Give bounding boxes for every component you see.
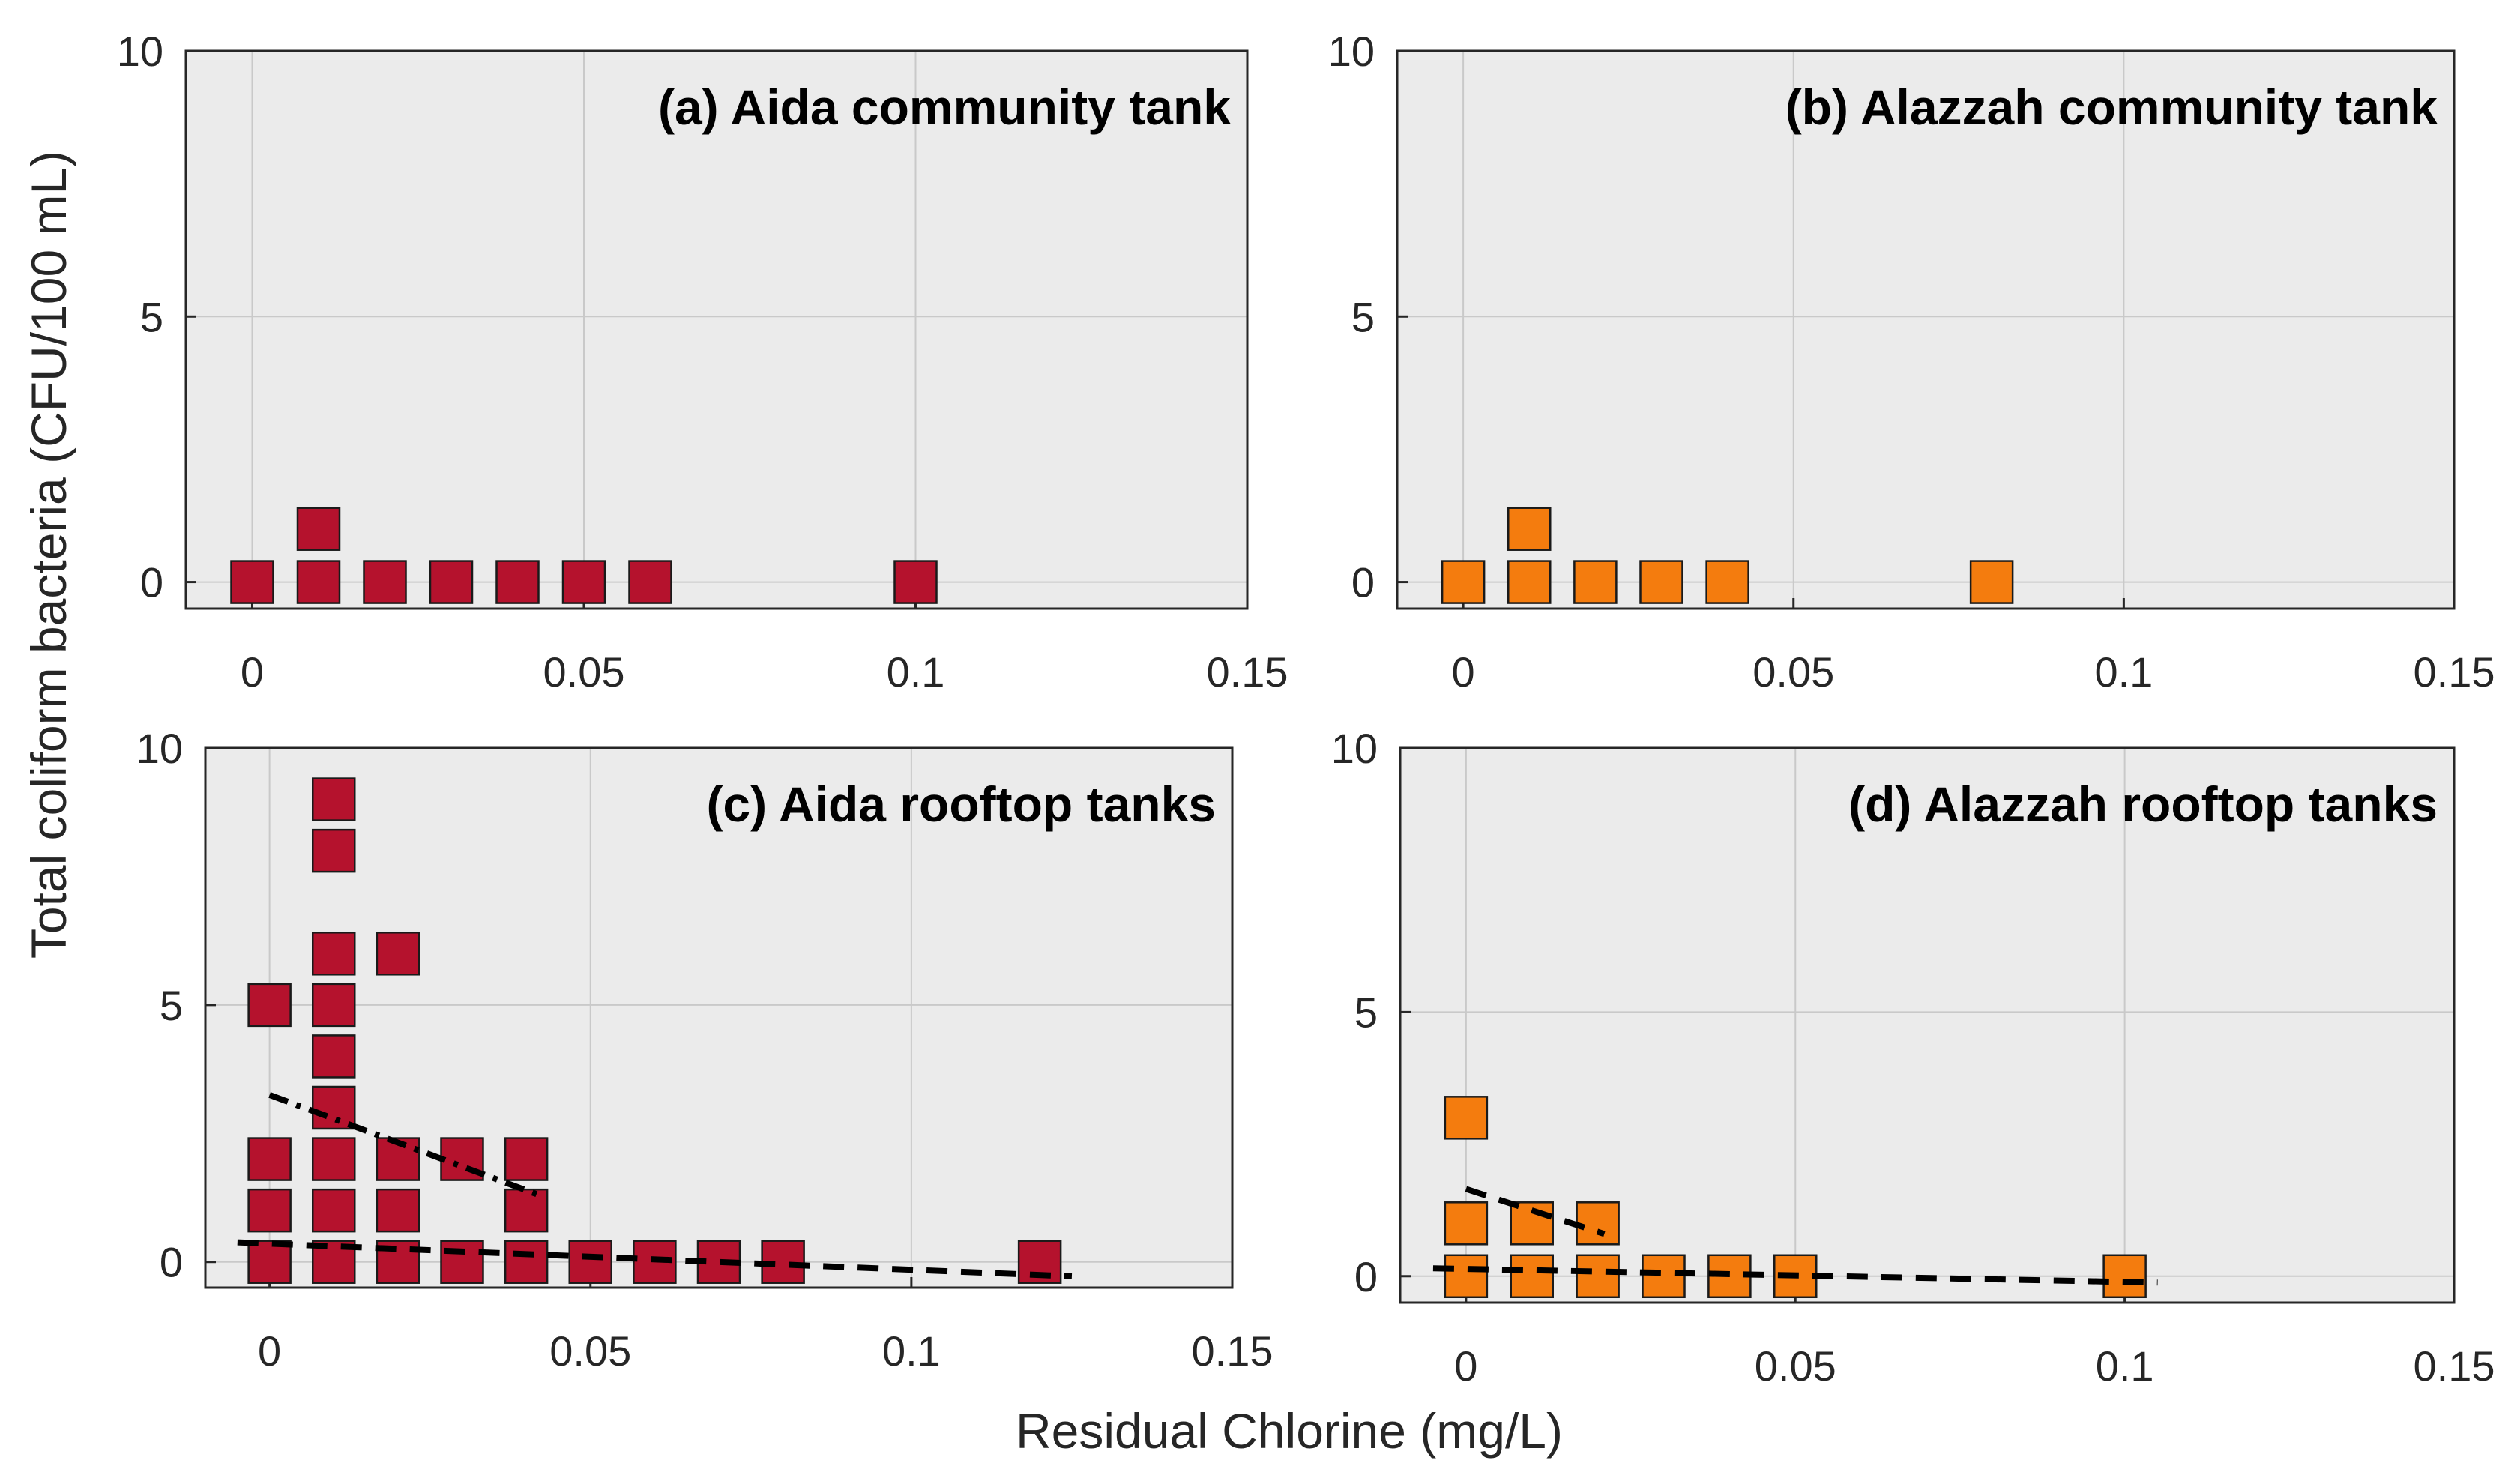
data-point (1444, 1201, 1489, 1246)
data-point (376, 1188, 420, 1233)
trend-line (1432, 1265, 2158, 1286)
panel-d: 0 0.05 0.1 0.15 0 5 10 (d) Alazzah rooftop tank… (1331, 725, 2495, 1390)
plot-background (1400, 748, 2454, 1303)
y-axis-title: Total coliform bacteria (CFU/100 mL) (21, 151, 76, 959)
data-point (628, 560, 672, 604)
x-tick-label: 0.05 (1755, 1342, 1836, 1390)
data-point (1510, 1201, 1554, 1246)
x-tick-label: 0.15 (1192, 1327, 1273, 1375)
x-tick-label: 0.15 (2414, 648, 2495, 696)
panel-title: (a) Aida community tank (658, 79, 1231, 135)
data-point (1969, 560, 2014, 604)
x-tick-label: 0.15 (1207, 648, 1288, 696)
data-point (247, 1188, 292, 1233)
data-point (1441, 560, 1486, 604)
data-point (1507, 560, 1552, 604)
data-point (312, 828, 356, 873)
data-point (296, 560, 341, 604)
panel-a: 0 0.05 0.1 0.15 0 5 10 (a) Aida community tank (117, 28, 1288, 696)
plot-frame (1399, 746, 2456, 1304)
data-point (312, 777, 356, 821)
panel-title: (d) Alazzah rooftop tanks (1848, 776, 2438, 832)
data-point (312, 1137, 356, 1181)
data-point (893, 560, 938, 604)
y-tick-label: 10 (1328, 28, 1375, 75)
data-point (504, 1240, 549, 1284)
data-point (312, 983, 356, 1028)
data-point (2102, 1254, 2147, 1299)
x-tick-label: 0.15 (2414, 1342, 2495, 1390)
panel-title: (c) Aida rooftop tanks (706, 776, 1216, 832)
data-point (1642, 1254, 1686, 1299)
trend-line (1465, 1186, 1606, 1237)
x-tick-label: 0.1 (2094, 648, 2153, 696)
y-tick-label: 0 (140, 559, 163, 606)
x-tick-label: 0.1 (887, 648, 945, 696)
y-tick-label: 10 (117, 28, 163, 75)
data-point (429, 560, 474, 604)
plot-frame (1396, 49, 2456, 610)
plot-background (1397, 51, 2454, 609)
data-point (440, 1240, 484, 1284)
y-tick-label: 10 (136, 725, 183, 772)
plot-frame (184, 49, 1249, 610)
x-tick-label: 0 (258, 1327, 281, 1375)
data-point (1705, 560, 1749, 604)
y-tick-label: 0 (1351, 559, 1375, 606)
data-point (1639, 560, 1683, 604)
trend-line (237, 1239, 1073, 1279)
data-point (504, 1188, 549, 1233)
data-point (247, 983, 292, 1028)
y-tick-label: 5 (160, 982, 183, 1029)
panel-b: 0 0.05 0.1 0.15 0 5 10 (b) Alazzah community ta… (1328, 28, 2495, 696)
plot-frame (204, 746, 1234, 1289)
x-tick-label: 0.05 (543, 648, 625, 696)
x-tick-label: 0.1 (882, 1327, 941, 1375)
x-tick-label: 0.1 (2096, 1342, 2154, 1390)
data-point (1444, 1254, 1489, 1299)
x-tick-label: 0.05 (1752, 648, 1834, 696)
data-point (312, 1034, 356, 1079)
data-point (363, 560, 407, 604)
y-tick-label: 0 (160, 1239, 183, 1286)
y-tick-label: 0 (1354, 1253, 1378, 1300)
data-point (247, 1137, 292, 1181)
x-tick-label: 0.05 (549, 1327, 631, 1375)
data-point (495, 560, 540, 604)
data-point (376, 932, 420, 976)
data-point (230, 560, 274, 604)
x-tick-label: 0 (1452, 648, 1475, 696)
plot-background (186, 51, 1247, 609)
data-point (1573, 560, 1618, 604)
data-point (247, 1240, 292, 1284)
data-point (312, 932, 356, 976)
x-axis-title: Residual Chlorine (mg/L) (1016, 1403, 1563, 1459)
panel-title: (b) Alazzah community tank (1785, 79, 2438, 135)
y-tick-label: 10 (1331, 725, 1378, 772)
data-point (1507, 507, 1552, 551)
panel-c: 0 0.05 0.1 0.15 0 5 10 (c) Aida rooftop tanks (136, 725, 1273, 1375)
y-tick-label: 5 (1354, 989, 1378, 1036)
data-point (312, 1085, 356, 1130)
data-point (296, 507, 341, 551)
x-tick-label: 0 (241, 648, 264, 696)
data-point (561, 560, 606, 604)
x-tick-label: 0 (1454, 1342, 1477, 1390)
data-point (1510, 1254, 1554, 1299)
data-point (568, 1240, 612, 1284)
y-tick-label: 5 (1351, 293, 1375, 340)
data-point (1444, 1096, 1489, 1140)
data-point (504, 1137, 549, 1181)
data-point (1576, 1254, 1620, 1299)
y-tick-label: 5 (140, 293, 163, 340)
data-point (1576, 1201, 1620, 1246)
data-point (312, 1188, 356, 1233)
trend-line (268, 1092, 540, 1198)
